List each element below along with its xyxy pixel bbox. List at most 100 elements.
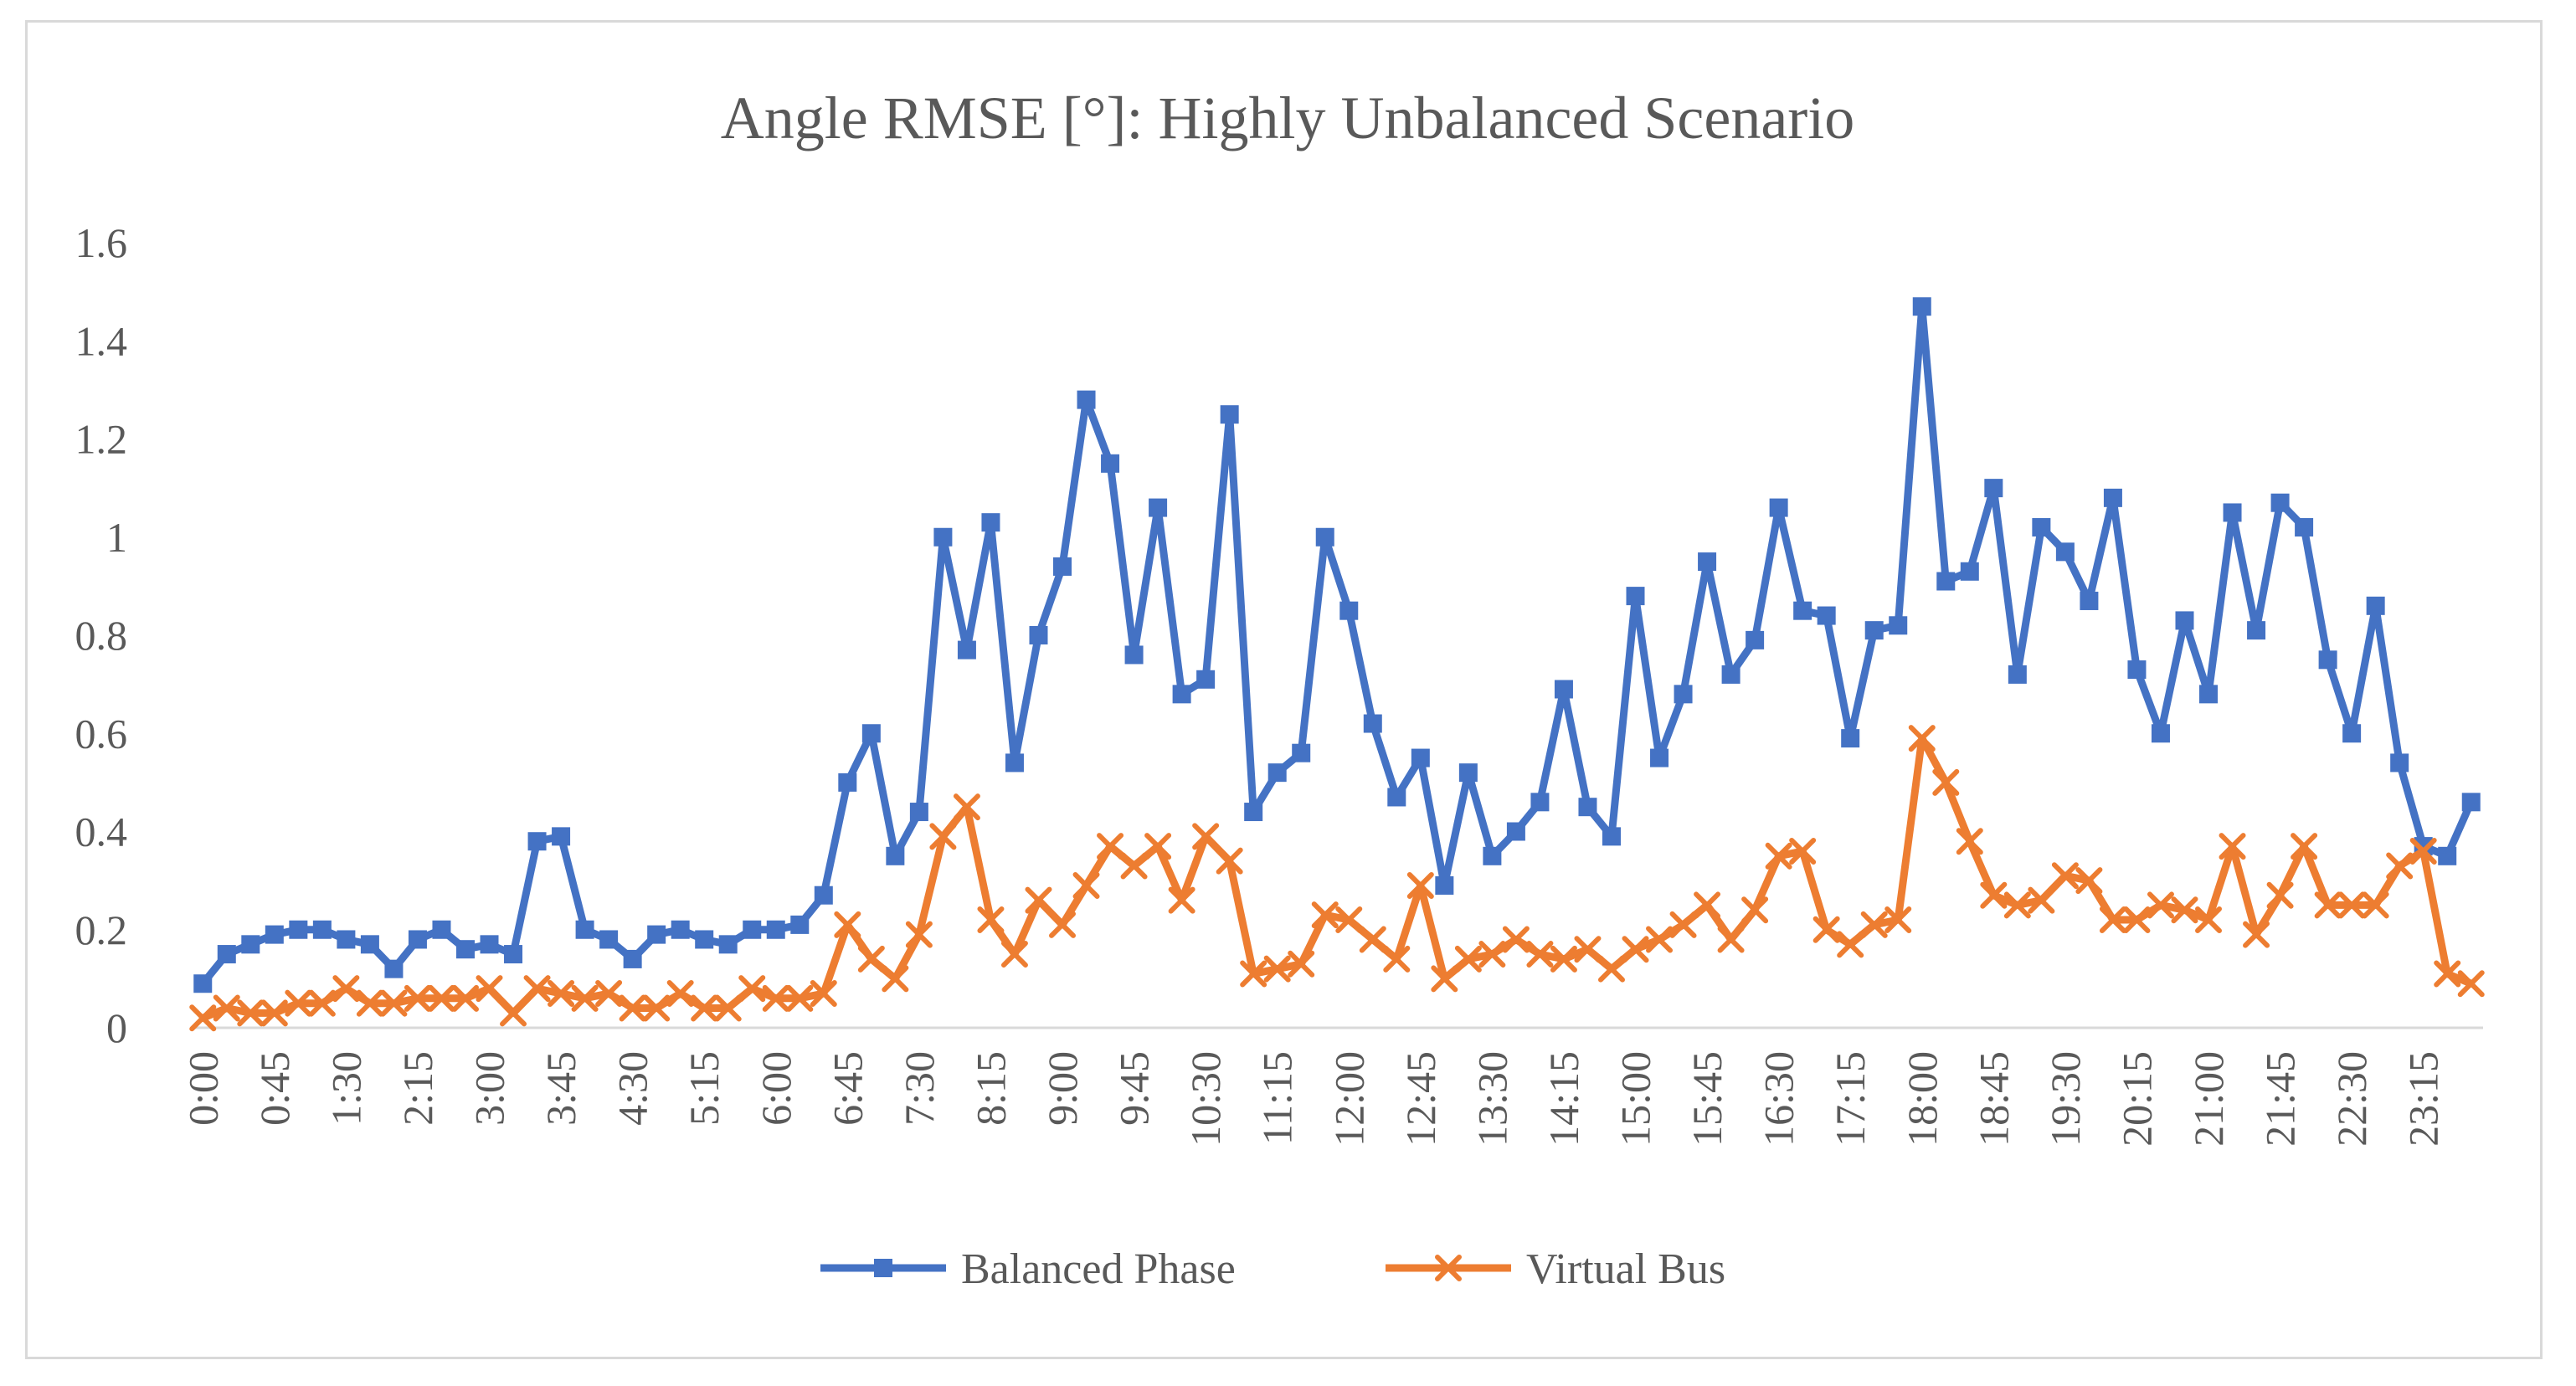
data-point — [2438, 846, 2457, 865]
data-point — [1124, 645, 1144, 665]
data-point — [1884, 906, 1912, 934]
data-point — [1956, 828, 1983, 855]
data-point — [905, 921, 933, 948]
data-point — [857, 945, 885, 973]
data-point — [2147, 891, 2174, 919]
data-point — [1435, 875, 1454, 895]
data-point — [2338, 891, 2366, 919]
data-point — [1502, 926, 1530, 953]
data-point — [718, 935, 738, 954]
data-point — [2028, 886, 2055, 914]
data-point — [237, 999, 265, 1027]
data-point — [480, 935, 499, 954]
x-tick-label: 10:30 — [1182, 1051, 1229, 1147]
data-point — [1025, 886, 1052, 914]
data-point — [695, 930, 714, 949]
data-point — [1741, 896, 1769, 924]
series-layer — [189, 297, 2485, 1032]
chart-frame — [25, 20, 2543, 1359]
data-point — [548, 979, 575, 1007]
data-point — [2434, 960, 2461, 988]
x-tick-label: 21:00 — [2185, 1051, 2232, 1147]
data-point — [455, 940, 475, 959]
data-point — [1454, 945, 1482, 973]
data-point — [217, 945, 236, 964]
data-point — [2080, 591, 2099, 610]
data-point — [360, 935, 379, 954]
data-point — [527, 832, 547, 851]
y-tick-label: 1 — [106, 514, 127, 561]
data-point — [500, 999, 527, 1027]
data-point — [1554, 680, 1573, 699]
data-point — [1216, 847, 1243, 875]
x-tick-label: 17:15 — [1827, 1051, 1874, 1147]
data-point — [1359, 926, 1386, 953]
data-point — [265, 925, 284, 944]
series-line — [198, 302, 2476, 988]
data-point — [1049, 911, 1077, 938]
x-tick-label: 4:30 — [609, 1051, 656, 1126]
data-point — [2008, 665, 2027, 684]
data-point — [1698, 552, 1717, 572]
data-point — [595, 979, 623, 1007]
data-point — [504, 945, 523, 964]
data-point — [1311, 901, 1339, 929]
data-point — [1860, 911, 1888, 938]
data-point — [1339, 601, 1359, 620]
data-point — [1530, 793, 1550, 812]
data-point — [623, 949, 642, 968]
data-point — [953, 793, 980, 821]
x-tick-label: 9:45 — [1111, 1051, 1158, 1126]
data-point — [241, 935, 260, 954]
data-point — [1526, 941, 1554, 968]
legend-label: Balanced Phase — [961, 1245, 1236, 1293]
data-point — [2127, 660, 2147, 680]
x-tick-label: 14:15 — [1540, 1051, 1587, 1147]
data-point — [1932, 768, 1960, 796]
y-tick-label: 1.6 — [75, 219, 128, 266]
data-point — [308, 989, 336, 1017]
data-point — [380, 989, 408, 1017]
data-point — [523, 975, 551, 1003]
data-point — [933, 527, 953, 547]
data-point — [762, 984, 789, 1012]
data-point — [1793, 601, 1812, 620]
data-point — [2103, 488, 2122, 507]
legend-label: Virtual Bus — [1526, 1245, 1725, 1293]
x-axis-ticks: 0:00 0:45 1:30 2:15 3:00 3:45 4:30 5:15 6:00 6:45… — [179, 1051, 2446, 1147]
x-tick-label: 19:30 — [2042, 1051, 2089, 1147]
data-point — [571, 984, 599, 1012]
data-point — [1383, 945, 1411, 973]
data-point — [476, 975, 503, 1003]
x-tick-label: 3:45 — [537, 1051, 584, 1126]
x-tick-label: 18:00 — [1899, 1051, 1946, 1147]
data-point — [384, 959, 404, 978]
series-virtual-bus — [189, 725, 2485, 1032]
data-point — [1650, 748, 1669, 767]
data-point — [2199, 685, 2219, 704]
data-point — [1765, 842, 1792, 870]
data-point — [428, 984, 455, 1012]
data-point — [1406, 871, 1434, 899]
legend: Balanced Phase Virtual Bus — [820, 1245, 1725, 1293]
data-point — [861, 724, 881, 743]
data-point — [1120, 852, 1148, 880]
data-point — [738, 975, 766, 1003]
data-point — [2342, 724, 2362, 743]
data-point — [1267, 763, 1287, 783]
data-point — [1646, 926, 1674, 953]
data-point — [643, 994, 671, 1022]
data-point — [786, 984, 814, 1012]
data-point — [1622, 936, 1649, 963]
legend-item: Virtual Bus — [1386, 1245, 1725, 1293]
x-tick-label: 13:30 — [1468, 1051, 1515, 1147]
data-point — [1101, 454, 1120, 473]
data-point — [2295, 518, 2314, 537]
data-point — [312, 920, 332, 939]
data-point — [1960, 562, 1979, 581]
data-point — [2409, 837, 2437, 865]
data-point — [1817, 606, 1836, 625]
data-point — [432, 920, 451, 939]
x-tick-label: 3:00 — [466, 1051, 513, 1126]
data-point — [929, 823, 957, 850]
